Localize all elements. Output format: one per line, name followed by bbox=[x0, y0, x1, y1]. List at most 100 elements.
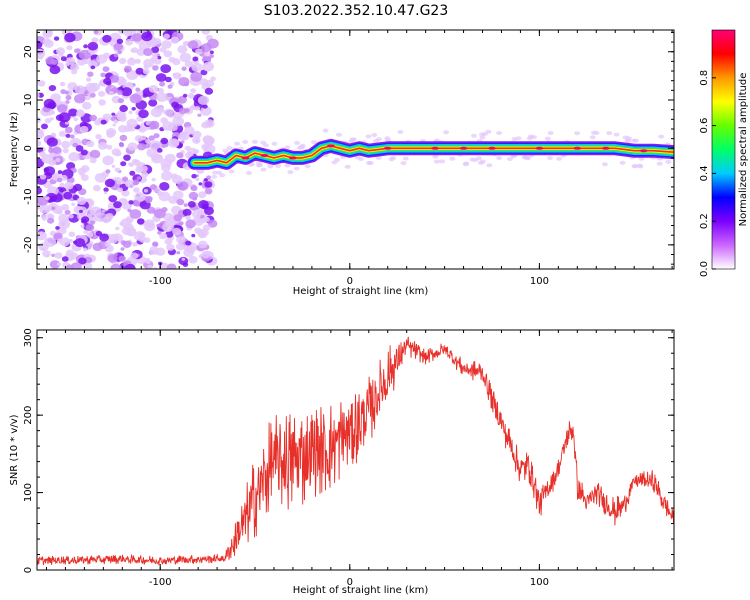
noise-speckle bbox=[78, 49, 91, 60]
noise-speckle bbox=[133, 187, 140, 193]
noise-speckle bbox=[178, 221, 184, 226]
noise-speckle bbox=[183, 203, 188, 207]
noise-speckle bbox=[181, 66, 187, 71]
x-tick-label: -100 bbox=[149, 276, 172, 287]
noise-speckle bbox=[198, 182, 203, 186]
noise-speckle bbox=[57, 170, 63, 174]
noise-speckle bbox=[182, 208, 192, 217]
noise-speckles bbox=[37, 30, 219, 269]
noise-speckle bbox=[116, 114, 125, 122]
ridge-hotspot bbox=[601, 146, 610, 150]
noise-speckle bbox=[55, 157, 61, 162]
noise-speckle bbox=[116, 180, 122, 185]
haze-speckle bbox=[284, 163, 291, 168]
noise-speckle bbox=[151, 153, 164, 164]
noise-speckle bbox=[155, 73, 167, 82]
noise-speckle bbox=[107, 254, 118, 263]
noise-speckle bbox=[49, 65, 61, 75]
noise-speckle bbox=[53, 232, 63, 241]
noise-speckle bbox=[51, 132, 56, 137]
snr-panel: -100 0 100 0 100 200 300 Height of straight lin… bbox=[9, 328, 675, 596]
haze-speckle bbox=[202, 148, 209, 153]
y-axis-label: SNR (10 * v/v) bbox=[9, 414, 20, 485]
haze-speckle bbox=[506, 157, 513, 161]
haze-speckle bbox=[357, 157, 364, 161]
noise-speckle bbox=[84, 90, 89, 95]
noise-speckle bbox=[128, 110, 133, 115]
haze-speckle bbox=[293, 166, 300, 171]
noise-speckle bbox=[85, 224, 95, 232]
snr-series-line bbox=[37, 336, 674, 566]
noise-speckle bbox=[159, 182, 170, 191]
noise-speckle bbox=[151, 52, 158, 58]
noise-speckle bbox=[88, 60, 98, 69]
noise-speckle bbox=[118, 57, 127, 65]
noise-speckle bbox=[114, 150, 122, 157]
haze-speckle bbox=[367, 161, 374, 165]
haze-speckle bbox=[479, 135, 486, 140]
noise-speckle bbox=[168, 56, 176, 63]
noise-speckle bbox=[159, 47, 167, 53]
haze-speckle bbox=[463, 161, 470, 166]
noise-speckle bbox=[123, 65, 132, 73]
noise-speckle bbox=[200, 106, 212, 116]
noise-speckle bbox=[116, 38, 124, 44]
noise-speckle bbox=[198, 200, 209, 209]
noise-speckle bbox=[85, 77, 92, 82]
haze-speckle bbox=[400, 161, 407, 166]
ridge-hotspot bbox=[573, 146, 582, 150]
noise-speckle bbox=[182, 93, 188, 98]
noise-speckle bbox=[198, 240, 208, 249]
noise-speckle bbox=[164, 108, 174, 117]
noise-speckle bbox=[129, 170, 136, 176]
noise-speckle bbox=[137, 143, 147, 151]
haze-speckle bbox=[251, 139, 258, 144]
noise-speckle bbox=[104, 178, 115, 188]
noise-speckle bbox=[74, 94, 86, 104]
noise-speckle bbox=[187, 152, 194, 158]
noise-speckle bbox=[82, 247, 88, 252]
noise-speckle bbox=[51, 206, 56, 210]
noise-speckle bbox=[47, 217, 55, 224]
noise-speckle bbox=[102, 216, 110, 224]
noise-speckle bbox=[79, 125, 89, 134]
noise-speckle bbox=[158, 191, 171, 202]
noise-speckle bbox=[130, 49, 135, 53]
noise-speckle bbox=[89, 114, 97, 122]
y-tick-label: 20 bbox=[23, 45, 34, 58]
haze-speckle bbox=[631, 164, 638, 169]
noise-speckle bbox=[65, 57, 76, 65]
haze-speckle bbox=[397, 130, 404, 134]
haze-speckle bbox=[275, 163, 282, 168]
x-tick-label: 100 bbox=[530, 276, 549, 287]
noise-speckle bbox=[135, 166, 144, 173]
noise-speckle bbox=[90, 65, 96, 70]
heatmap-frame bbox=[36, 29, 675, 270]
y-tick-label: 200 bbox=[23, 406, 34, 425]
haze-speckle bbox=[234, 141, 240, 146]
noise-speckle bbox=[86, 140, 95, 148]
noise-speckle bbox=[44, 118, 52, 124]
x-tick-label: 0 bbox=[347, 276, 353, 287]
noise-speckle bbox=[201, 30, 211, 35]
haze-speckle bbox=[496, 156, 503, 160]
noise-speckle bbox=[95, 230, 103, 237]
noise-speckle bbox=[117, 50, 122, 55]
noise-speckle bbox=[128, 200, 134, 205]
noise-speckle bbox=[75, 145, 84, 152]
noise-speckle bbox=[151, 177, 156, 182]
noise-speckle bbox=[78, 257, 87, 265]
noise-speckle bbox=[144, 219, 155, 229]
noise-speckle bbox=[162, 121, 175, 131]
noise-speckle bbox=[126, 81, 133, 87]
noise-speckle bbox=[39, 231, 44, 236]
y-axis-label: Frequency (Hz) bbox=[9, 112, 20, 188]
haze-speckle bbox=[658, 134, 665, 139]
noise-speckle bbox=[112, 123, 116, 127]
y-tick-label: 0 bbox=[23, 145, 34, 151]
noise-speckle bbox=[198, 233, 205, 239]
haze-speckle bbox=[331, 160, 338, 165]
noise-speckle bbox=[74, 48, 81, 54]
noise-speckle bbox=[53, 36, 60, 41]
noise-speckle bbox=[48, 85, 57, 92]
